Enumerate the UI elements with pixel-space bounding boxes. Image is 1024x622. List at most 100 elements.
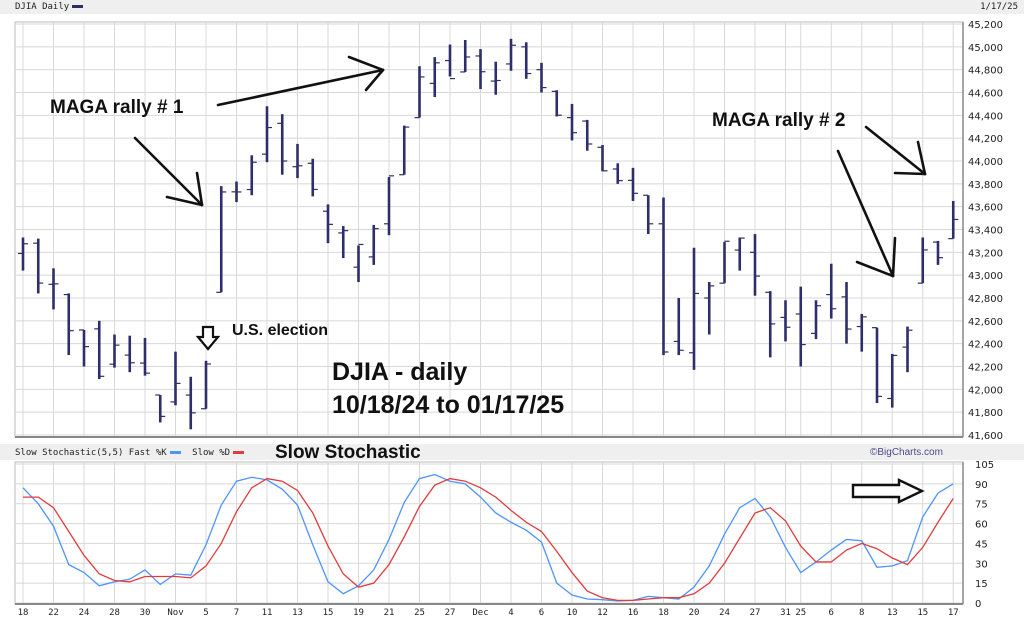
x-tick-label: 17 xyxy=(948,608,959,618)
x-tick-label: 13 xyxy=(292,608,303,618)
ohlc-bar xyxy=(490,61,501,95)
annotation-rally-2: MAGA rally # 2 xyxy=(712,110,846,131)
chart-date: 1/17/25 xyxy=(980,2,1018,12)
price-header-bar xyxy=(0,0,1024,14)
ohlc-bar xyxy=(826,263,837,319)
fast-k-line xyxy=(22,473,954,602)
ohlc-bar xyxy=(338,226,349,259)
x-tick-label: 10 xyxy=(567,608,578,618)
ohlc-bar xyxy=(307,158,318,197)
chart-title: DJIA Daily xyxy=(15,2,70,12)
price-y-tick-label: 43,800 xyxy=(968,180,1003,191)
ohlc-bar xyxy=(795,286,806,367)
ohlc-bar xyxy=(262,106,272,163)
ohlc-bar xyxy=(582,119,593,151)
arrow-head xyxy=(347,55,385,72)
x-tick-label: 18 xyxy=(658,608,669,618)
ohlc-bar xyxy=(109,334,120,368)
price-y-tick-label: 45,200 xyxy=(968,20,1003,31)
ohlc-bar xyxy=(597,145,608,172)
ohlc-bar xyxy=(902,326,913,373)
x-tick-label: 27 xyxy=(750,608,761,618)
rally1-arrow-down-icon xyxy=(133,136,204,207)
price-y-tick-label: 43,600 xyxy=(968,203,1003,214)
x-tick-label: 25 xyxy=(414,608,425,618)
arrow-head xyxy=(165,195,204,207)
x-tick-label: 15 xyxy=(917,608,928,618)
series-swatch xyxy=(72,5,84,8)
ohlc-bar xyxy=(506,38,516,71)
stoch-plot-area xyxy=(14,461,964,605)
stoch-y-tick-label: 75 xyxy=(975,500,988,511)
ohlc-bar xyxy=(948,200,959,240)
ohlc-bar xyxy=(124,335,135,373)
ohlc-bar xyxy=(521,42,532,79)
arrow-head xyxy=(364,68,385,92)
arrow-head xyxy=(855,260,895,278)
stoch-y-tick-label: 105 xyxy=(975,460,994,471)
ohlc-bar xyxy=(170,351,181,406)
ohlc-bar xyxy=(872,327,882,404)
arrow-shaft xyxy=(836,149,895,278)
x-tick-label: 15 xyxy=(323,608,334,618)
stoch-overlay-title: Slow Stochastic xyxy=(275,442,421,463)
x-tick-label: 7 xyxy=(234,608,239,618)
ohlc-bar xyxy=(368,224,379,265)
price-y-tick-label: 42,600 xyxy=(968,317,1003,328)
watermark: ©BigCharts.com xyxy=(870,447,943,458)
price-y-tick-label: 44,800 xyxy=(968,66,1003,77)
ohlc-bar xyxy=(704,282,715,335)
slow-d-label: Slow %D xyxy=(192,448,231,458)
price-y-tick-label: 41,800 xyxy=(968,408,1003,419)
stoch-y-tick-label: 15 xyxy=(975,579,988,590)
ohlc-bar xyxy=(811,300,821,340)
ohlc-bar xyxy=(689,247,699,370)
ohlc-bar xyxy=(780,300,791,342)
ohlc-bar xyxy=(719,240,730,284)
rally2-arrow-right-icon xyxy=(864,125,927,176)
ohlc-bar xyxy=(140,337,150,376)
stoch-label: Slow Stochastic(5,5) xyxy=(15,448,124,458)
arrow-head xyxy=(916,140,927,176)
x-tick-label: 28 xyxy=(109,608,120,618)
ohlc-bar xyxy=(445,44,455,80)
ohlc-bar xyxy=(460,39,471,73)
ohlc-bar xyxy=(231,181,242,203)
stoch-arrow-right-icon xyxy=(851,478,925,504)
x-tick-label: 4 xyxy=(508,608,513,618)
ohlc-bar xyxy=(551,90,562,117)
x-tick-label: 12 xyxy=(597,608,608,618)
ohlc-bar xyxy=(246,155,257,196)
ohlc-bar xyxy=(353,243,364,283)
ohlc-bar xyxy=(933,240,943,265)
price-y-tick-label: 43,200 xyxy=(968,248,1003,259)
ohlc-bar xyxy=(414,66,425,119)
price-plot-area xyxy=(14,21,964,438)
fast-k-label: Fast %K xyxy=(128,448,167,458)
x-tick-label: 6 xyxy=(539,608,544,618)
arrow-shaft xyxy=(216,68,385,107)
ohlc-bar xyxy=(734,237,745,271)
x-tick-label: 8 xyxy=(859,608,864,618)
x-tick-label: 24 xyxy=(79,608,90,618)
ohlc-bar xyxy=(917,237,928,284)
ohlc-bar xyxy=(94,320,105,380)
price-y-tick-label: 41,600 xyxy=(968,431,1003,442)
ohlc-bar xyxy=(841,282,852,344)
ohlc-bar xyxy=(277,114,288,175)
price-y-tick-label: 44,600 xyxy=(968,89,1003,100)
ohlc-bar xyxy=(292,143,303,179)
ohlc-bar xyxy=(628,167,638,201)
x-tick-label: 30 xyxy=(140,608,151,618)
stoch-y-tick-label: 90 xyxy=(975,480,988,491)
price-y-tick-label: 42,800 xyxy=(968,294,1003,305)
ohlc-bar xyxy=(475,49,486,90)
ohlc-bar xyxy=(429,57,440,98)
ohlc-bar xyxy=(384,175,394,236)
x-tick-label: 22 xyxy=(48,608,59,618)
price-legend: DJIA Daily xyxy=(15,2,89,12)
annotation-title-line2: 10/18/24 to 01/17/25 xyxy=(332,391,565,419)
x-tick-label: 11 xyxy=(262,608,273,618)
ohlc-bar xyxy=(185,376,196,430)
